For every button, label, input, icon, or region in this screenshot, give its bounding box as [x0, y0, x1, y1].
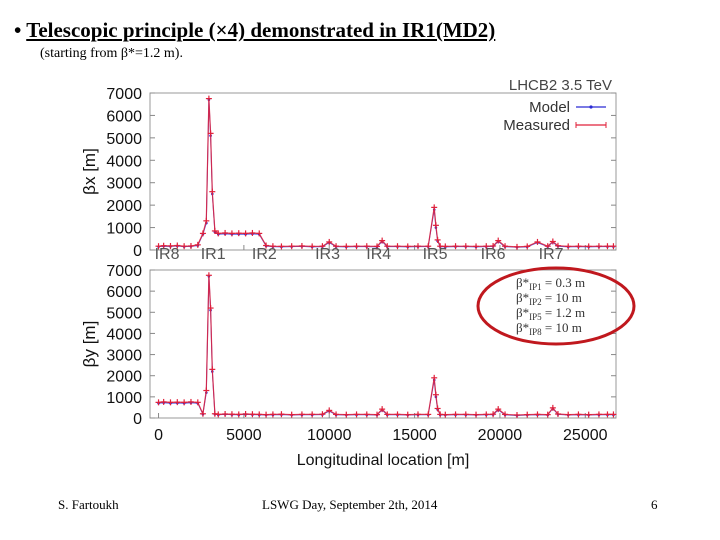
- beta-star-line: β*IP1 = 0.3 m: [516, 275, 585, 292]
- by-ytick-label: 6000: [106, 284, 142, 301]
- by-ytick-label: 0: [133, 411, 142, 428]
- by-ytick-label: 3000: [106, 348, 142, 365]
- bx-ytick-label: 0: [133, 243, 142, 260]
- by-ytick-label: 7000: [106, 263, 142, 280]
- chart-title: LHCB2 3.5 TeV: [509, 77, 612, 94]
- by-xtick-label: 5000: [226, 427, 262, 444]
- ir-label: IR5: [423, 246, 448, 263]
- beta-star-value: = 10 m: [542, 290, 582, 305]
- title-bullet: •: [14, 18, 22, 42]
- by-ytick-label: 5000: [106, 305, 142, 322]
- footer-event: LSWG Day, September 2th, 2014: [262, 497, 438, 512]
- legend-label: Model: [529, 99, 570, 116]
- bx-ytick-label: 6000: [106, 108, 142, 125]
- by-xtick-label: 25000: [563, 427, 608, 444]
- legend-label: Measured: [503, 117, 570, 134]
- ir-label: IR7: [539, 246, 564, 263]
- beta-star-subscript: IP1: [529, 282, 542, 292]
- beta-star-value: = 10 m: [542, 320, 582, 335]
- by-ytick-label: 4000: [106, 326, 142, 343]
- beta-star-value: = 1.2 m: [542, 305, 585, 320]
- ir-label: IR6: [481, 246, 506, 263]
- beta-star-symbol: β*: [516, 275, 529, 290]
- ir-label: IR4: [366, 246, 391, 263]
- bx-ytick-label: 4000: [106, 153, 142, 170]
- bx-ytick-label: 7000: [106, 86, 142, 103]
- slide-subtitle: (starting from β*=1.2 m).: [40, 46, 183, 61]
- beta-star-subscript: IP2: [529, 297, 542, 307]
- ir-label: IR1: [201, 246, 226, 263]
- ir-label: IR3: [315, 246, 340, 263]
- bx-ytick-label: 3000: [106, 176, 142, 193]
- highlight-ellipse: [476, 266, 636, 346]
- beta-star-line: β*IP2 = 10 m: [516, 290, 582, 307]
- bx-ytick-label: 5000: [106, 131, 142, 148]
- by-ytick-label: 2000: [106, 369, 142, 386]
- beta-star-symbol: β*: [516, 320, 529, 335]
- by-xtick-label: 10000: [307, 427, 352, 444]
- ir-label: IR2: [252, 246, 277, 263]
- by-xtick-label: 0: [154, 427, 163, 444]
- xlabel: Longitudinal location [m]: [297, 452, 470, 469]
- legend-marker: [589, 105, 593, 109]
- by-plot-frame: [149, 269, 617, 419]
- bx-plot-frame: [149, 92, 617, 251]
- bx-ytick-label: 2000: [106, 198, 142, 215]
- beta-star-subscript: IP8: [529, 327, 542, 337]
- beta-star-symbol: β*: [516, 305, 529, 320]
- beta-star-value: = 0.3 m: [542, 275, 585, 290]
- beta-star-line: β*IP8 = 10 m: [516, 320, 582, 337]
- bx-ylabel: βx [m]: [80, 148, 99, 195]
- by-ylabel: βy [m]: [80, 321, 99, 368]
- by-xtick-label: 15000: [392, 427, 437, 444]
- beta-star-line: β*IP5 = 1.2 m: [516, 305, 585, 322]
- beta-star-symbol: β*: [516, 290, 529, 305]
- by-ytick-label: 1000: [106, 390, 142, 407]
- bx-ytick-label: 1000: [106, 221, 142, 238]
- footer-page-number: 6: [651, 497, 658, 512]
- footer-author: S. Fartoukh: [58, 497, 119, 512]
- ir-label: IR8: [155, 246, 180, 263]
- slide-title: • Telescopic principle (×4) demonstrated…: [14, 18, 495, 43]
- beta-star-subscript: IP5: [529, 312, 542, 322]
- title-text: Telescopic principle (×4) demonstrated i…: [26, 18, 496, 42]
- by-xtick-label: 20000: [478, 427, 523, 444]
